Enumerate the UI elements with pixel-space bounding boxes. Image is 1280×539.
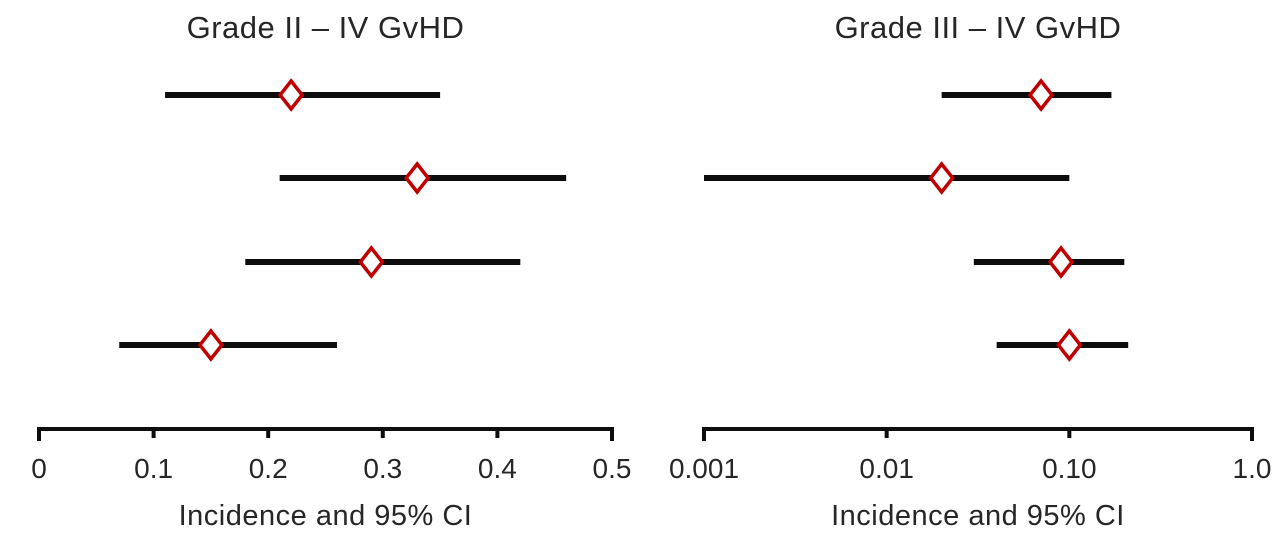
estimate-diamond-marker bbox=[1027, 78, 1055, 112]
x-axis-tick-label: 0.5 bbox=[593, 453, 632, 484]
estimate-diamond-marker bbox=[928, 161, 955, 195]
x-axis-title: Incidence and 95% CI bbox=[179, 500, 473, 532]
estimate-diamond-marker bbox=[1047, 245, 1075, 279]
panel-title: Grade II – IV GvHD bbox=[187, 10, 465, 45]
estimate-diamond-marker bbox=[1056, 328, 1083, 362]
x-axis-tick-label: 0.001 bbox=[669, 453, 739, 484]
x-axis-tick-label: 0.2 bbox=[249, 453, 288, 484]
estimate-diamond-marker bbox=[197, 328, 225, 362]
x-axis-tick-label: 0 bbox=[31, 453, 47, 484]
x-axis-tick-label: 0.3 bbox=[363, 453, 402, 484]
forest-panel-2: Grade III – IV GvHD 0.001 0.01 0.10 1.0 Incid… bbox=[669, 10, 1272, 532]
estimate-diamond-marker bbox=[358, 245, 385, 279]
estimate-diamond-marker bbox=[277, 78, 305, 112]
x-axis-tick-label: 1.0 bbox=[1233, 453, 1272, 484]
x-axis-tick-label: 0.1 bbox=[134, 453, 173, 484]
x-axis-tick-label: 0.4 bbox=[478, 453, 517, 484]
estimate-diamond-marker bbox=[403, 161, 431, 195]
x-axis-title: Incidence and 95% CI bbox=[831, 500, 1125, 532]
x-axis-tick-label: 0.10 bbox=[1042, 453, 1097, 484]
x-axis-tick-label: 0.01 bbox=[859, 453, 914, 484]
forest-panel-1: Grade II – IV GvHD 0 0.1 0.2 0.3 0.4 0.5 Incide… bbox=[31, 10, 631, 532]
panel-title: Grade III – IV GvHD bbox=[835, 10, 1122, 45]
